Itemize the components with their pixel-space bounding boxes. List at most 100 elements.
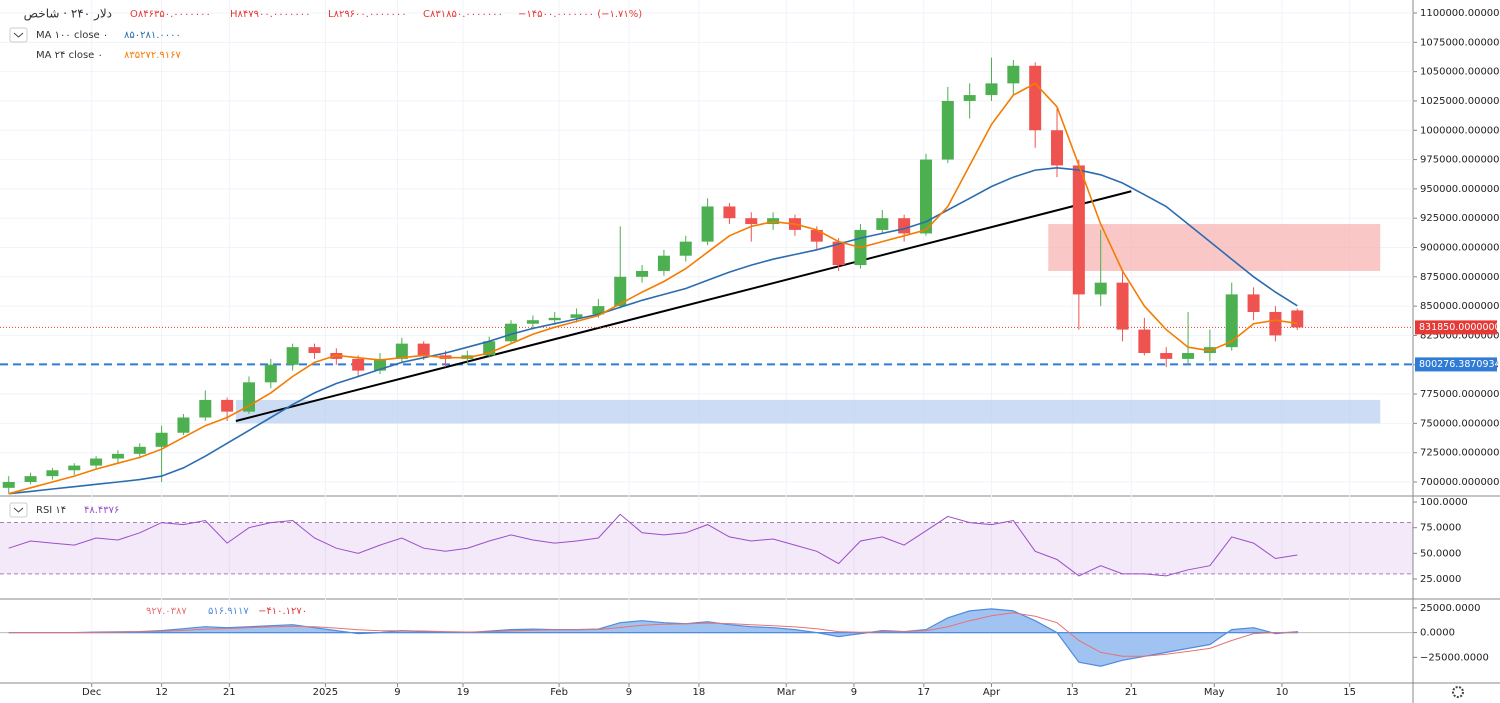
x-tick-label: 15 <box>1343 687 1356 698</box>
candle-body <box>963 95 976 101</box>
candle-body <box>111 453 124 459</box>
candle-body <box>1138 329 1151 354</box>
macd-tick-label: 25000.0000 <box>1420 603 1480 614</box>
settings-icon[interactable] <box>1452 686 1464 698</box>
y-tick-label: 1075000.0000000 <box>1420 37 1500 48</box>
x-tick-label: 13 <box>1066 687 1079 698</box>
x-tick-label: 21 <box>1125 687 1138 698</box>
macd-value: ۹۲۷.۰۳۸۷ <box>146 606 187 617</box>
x-tick-label: 18 <box>692 687 705 698</box>
macd-value: −۴۱۰.۱۲۷۰ <box>258 606 307 617</box>
y-tick-label: 950000.0000000 <box>1420 184 1500 195</box>
macd-value: ۵۱۶.۹۱۱۷ <box>208 606 249 617</box>
candle-body <box>1029 65 1042 131</box>
candle-body <box>1291 310 1304 328</box>
symbol: دلار ۲۴۰ · شاخص <box>24 7 112 22</box>
rsi-line <box>8 513 1298 577</box>
x-tick-label: 9 <box>851 687 857 698</box>
candle-body <box>570 314 583 318</box>
rsi-tick-label: 50.0000 <box>1420 548 1461 559</box>
candle-body <box>221 399 234 412</box>
zone <box>235 399 1381 424</box>
candle-body <box>373 358 387 371</box>
y-tick-label: 975000.0000000 <box>1420 155 1500 166</box>
candle-body <box>919 159 932 234</box>
candle-body <box>286 347 299 365</box>
chevron <box>13 507 24 513</box>
candle-body <box>636 270 649 277</box>
y-tick-label: 775000.0000000 <box>1420 389 1500 400</box>
candle-body <box>264 364 277 383</box>
candle-body <box>1160 353 1173 359</box>
x-tick-label: 17 <box>917 687 930 698</box>
candle-body <box>199 399 212 418</box>
candle-body <box>941 100 954 160</box>
y-tick-label: 900000.0000000 <box>1420 243 1500 254</box>
rsi-value: ۴۸.۴۳۷۶ <box>84 505 119 516</box>
candle-body <box>1225 294 1238 348</box>
macd-tick-label: 0.0000 <box>1420 628 1455 639</box>
candle-body <box>723 206 736 219</box>
x-tick-label: Dec <box>82 687 101 698</box>
y-tick-label: 825000.0000000 <box>1420 330 1500 341</box>
macd-area <box>8 608 1298 667</box>
legend-value: ۸۳۵۲۷۲.۹۱۶۷ <box>124 50 182 61</box>
x-tick-label: Apr <box>983 687 1001 698</box>
rsi-name: RSI ۱۴ <box>36 505 66 516</box>
x-tick-label: 9 <box>394 687 400 698</box>
x-tick-label: May <box>1204 687 1225 698</box>
candle-body <box>352 358 365 371</box>
candle-body <box>701 206 714 242</box>
candle-body <box>1072 165 1085 295</box>
y-tick-label: 1050000.0000000 <box>1420 67 1500 78</box>
y-tick-label: 850000.0000000 <box>1420 301 1500 312</box>
candle-body <box>90 458 103 466</box>
candle-body <box>308 347 321 354</box>
candle-body <box>985 83 998 96</box>
ohlc-close: C۸۳۱۸۵۰.۰۰۰۰۰۰۰ <box>423 9 503 20</box>
x-tick-label: Mar <box>777 687 797 698</box>
y-tick-label: 1000000.0000000 <box>1420 125 1500 136</box>
candle-body <box>24 476 37 482</box>
candle-body <box>133 446 146 454</box>
candle-body <box>46 470 59 477</box>
y-tick-label: 700000.0000000 <box>1420 477 1500 488</box>
candle-body <box>155 432 168 447</box>
x-tick-label: Feb <box>550 687 568 698</box>
legend-value: ۸۵۰۲۸۱.۰۰۰۰ <box>124 30 181 41</box>
y-tick-label: 725000.0000000 <box>1420 448 1500 459</box>
collapse-button[interactable] <box>9 502 28 518</box>
candle-body <box>832 241 845 266</box>
trendline <box>235 190 1132 422</box>
x-tick-label: 12 <box>155 687 168 698</box>
candle-body <box>548 317 561 321</box>
rsi-tick-label: 100.0000 <box>1420 497 1468 508</box>
x-tick-label: 9 <box>626 687 632 698</box>
macd-signal <box>8 612 1298 657</box>
candle-body <box>614 276 627 307</box>
collapse-button[interactable] <box>9 27 28 43</box>
candle-body <box>876 218 889 230</box>
candle-body <box>898 218 911 234</box>
rsi-tick-label: 25.0000 <box>1420 574 1461 585</box>
candle-body <box>1182 353 1195 359</box>
price-label: 831850.0000000 <box>1419 322 1500 333</box>
macd-tick-label: −25000.0000 <box>1420 652 1489 663</box>
y-tick-label: 1100000.0000000 <box>1420 8 1500 19</box>
candle-body <box>1116 282 1129 330</box>
y-tick-label: 875000.0000000 <box>1420 272 1500 283</box>
ohlc-change: −۱۴۵۰۰.۰۰۰۰۰۰۰ (−۱.۷۱%) <box>518 9 642 20</box>
level-label-box <box>1415 357 1497 372</box>
rsi-tick-label: 75.0000 <box>1420 523 1461 534</box>
level-label: 800276.3870934 <box>1419 359 1500 370</box>
ohlc-open: O۸۴۶۳۵۰.۰۰۰۰۰۰۰ <box>130 9 211 20</box>
y-tick-label: 1025000.0000000 <box>1420 96 1500 107</box>
candle-body <box>810 229 823 242</box>
candle-body <box>1247 294 1260 312</box>
price-label-box <box>1415 320 1497 335</box>
x-tick-label: 10 <box>1276 687 1289 698</box>
x-tick-label: 19 <box>457 687 470 698</box>
y-tick-label: 925000.0000000 <box>1420 213 1500 224</box>
y-tick-label: 750000.0000000 <box>1420 418 1500 429</box>
